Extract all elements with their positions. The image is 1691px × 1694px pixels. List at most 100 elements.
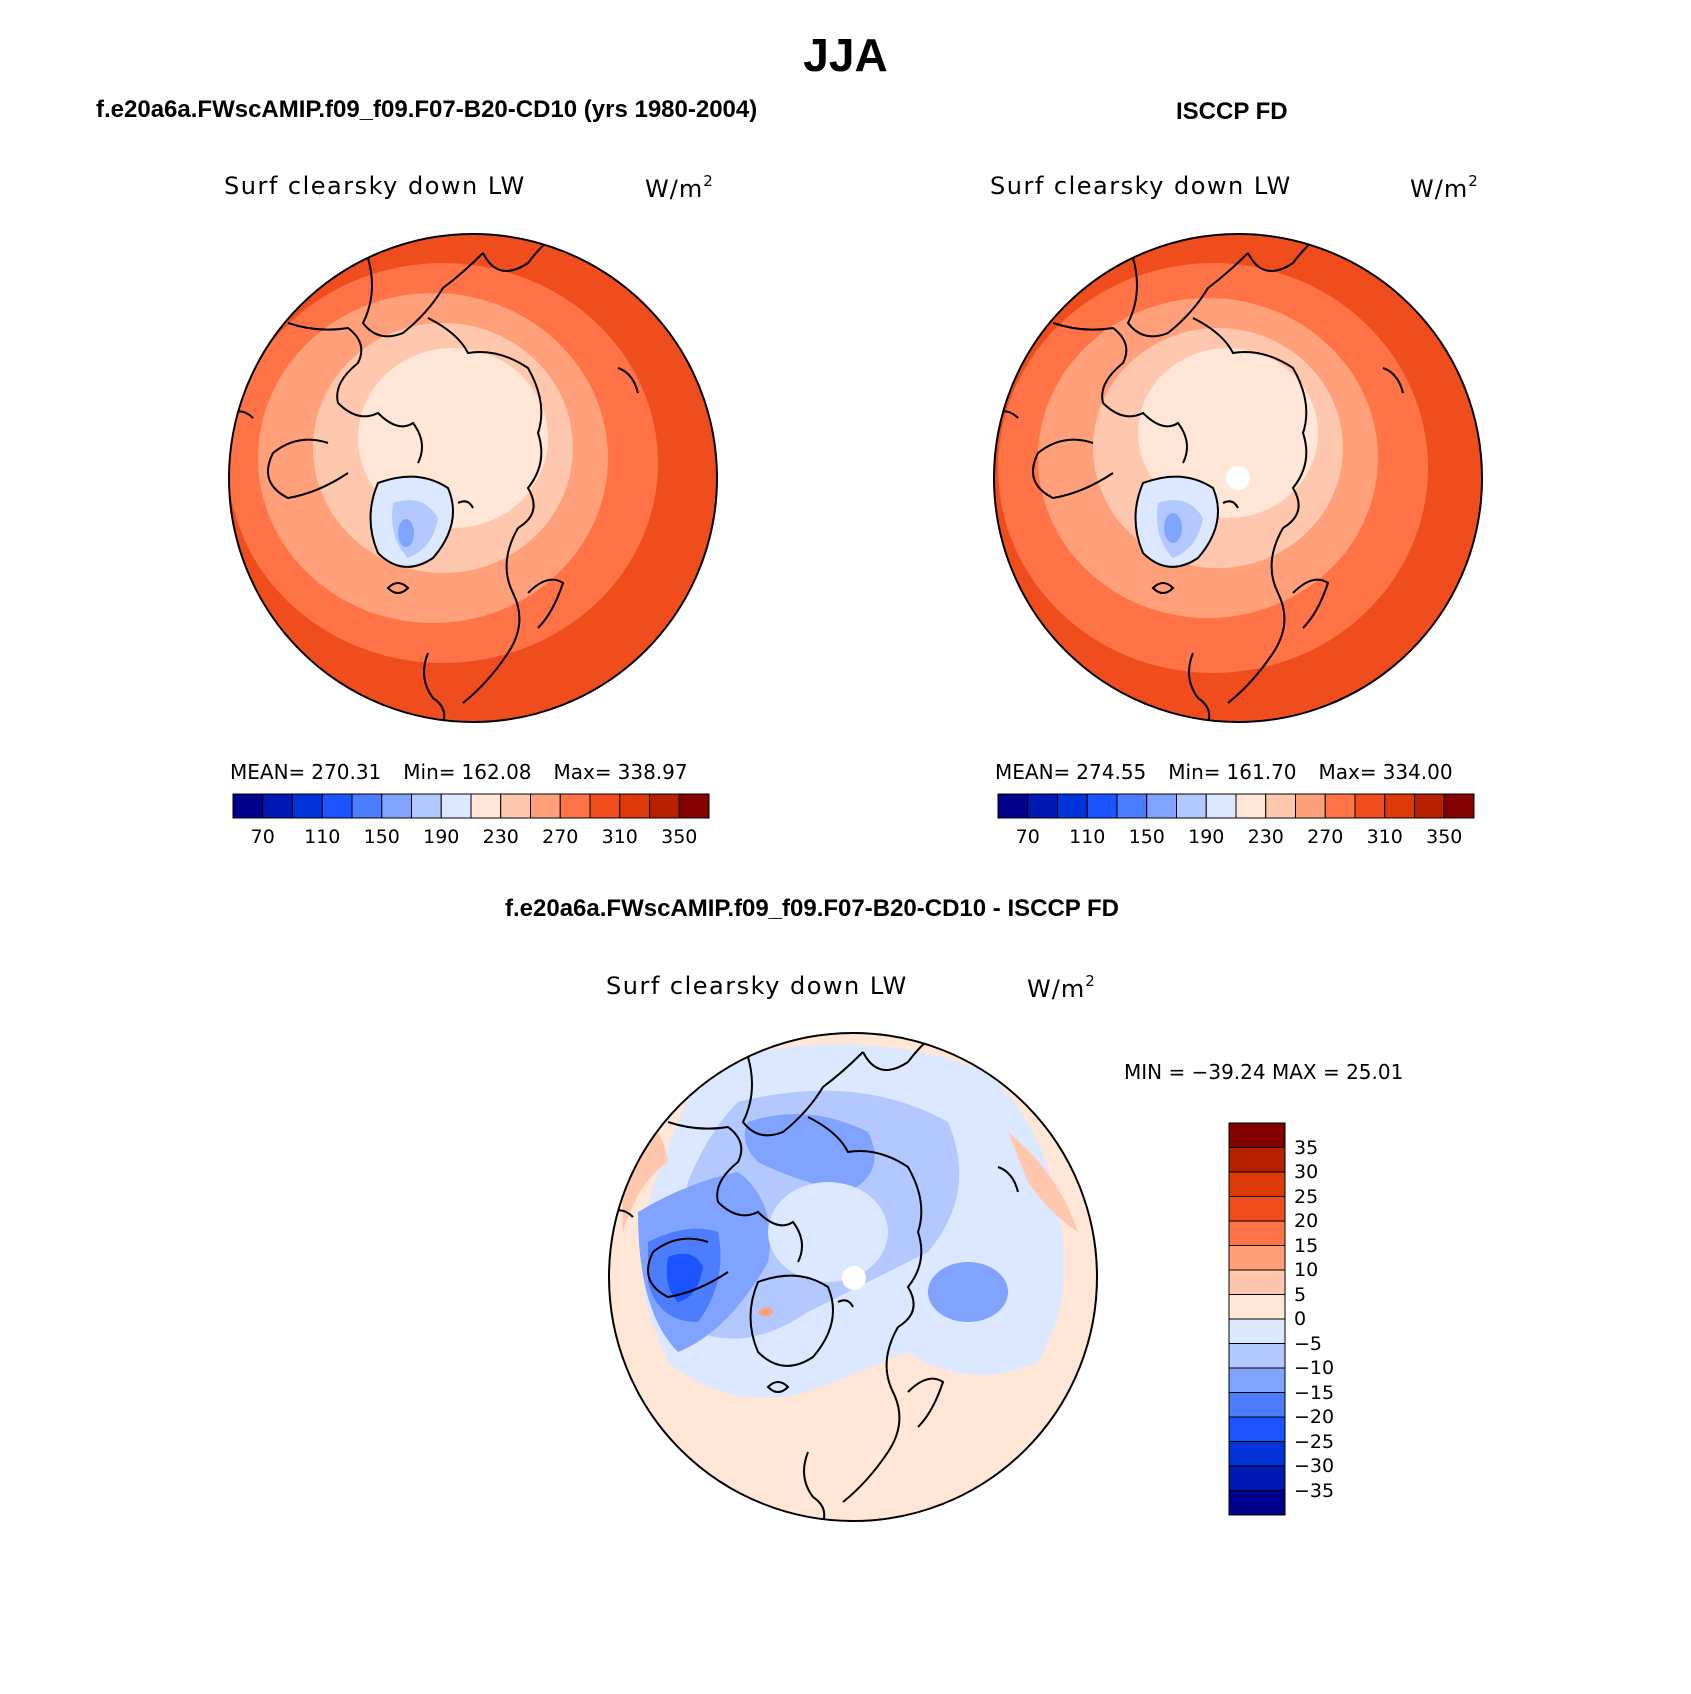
colorbar-swatch xyxy=(1176,793,1207,819)
colorbar-tick-label: 150 xyxy=(363,826,400,848)
colorbar-tick-label: −20 xyxy=(1294,1406,1335,1428)
colorbar-tick-label: 35 xyxy=(1294,1136,1319,1159)
colorbar-tick-label: 150 xyxy=(1128,826,1165,848)
colorbar-swatch xyxy=(1228,1392,1286,1418)
colorbar-swatch xyxy=(381,793,412,819)
colorbar-swatch xyxy=(1384,793,1415,819)
colorbar-tick-label: −10 xyxy=(1294,1357,1335,1379)
model-polar-map xyxy=(228,233,718,723)
colorbar-swatch xyxy=(262,793,293,819)
colorbar-swatch xyxy=(1228,1367,1286,1393)
figure-title: JJA xyxy=(803,29,888,81)
colorbar-tick-label: 230 xyxy=(482,826,519,848)
colorbar-swatch xyxy=(500,793,531,819)
colorbar-tick-label: −5 xyxy=(1294,1332,1323,1355)
colorbar-tick-label: 10 xyxy=(1294,1259,1319,1281)
colorbar-tick-label: 110 xyxy=(1069,826,1106,848)
diff-units-label: W/m2 xyxy=(1027,972,1096,1003)
diff-colorbar-ticks: 35 30 25 20 15 10 5 0 −5 −10 −15 −20 −25 −30 −35 xyxy=(1294,1123,1374,1515)
obs-units-label: W/m2 xyxy=(1410,172,1479,203)
model-units-label: W/m2 xyxy=(645,172,714,203)
colorbar-swatch xyxy=(1228,1147,1286,1173)
colorbar-swatch xyxy=(559,793,591,819)
colorbar-swatch xyxy=(1228,1245,1286,1271)
colorbar-swatch xyxy=(321,793,353,819)
colorbar-tick-label: 15 xyxy=(1294,1234,1319,1257)
obs-panel-header: ISCCP FD xyxy=(1176,98,1288,125)
colorbar-swatch xyxy=(1228,1196,1286,1222)
colorbar-swatch xyxy=(1086,793,1118,819)
colorbar-tick-label: 70 xyxy=(1015,826,1040,848)
colorbar-swatch xyxy=(232,793,264,819)
diff-polar-map xyxy=(608,1032,1098,1522)
colorbar-tick-label: 310 xyxy=(1366,826,1403,848)
colorbar-tick-label: 190 xyxy=(423,826,460,848)
colorbar-tick-label: 350 xyxy=(661,826,698,848)
colorbar-tick-label: 20 xyxy=(1294,1210,1319,1232)
colorbar-swatch xyxy=(411,793,442,819)
colorbar-swatch xyxy=(649,793,680,819)
colorbar-tick-label: −35 xyxy=(1294,1479,1335,1502)
colorbar-swatch xyxy=(1414,793,1445,819)
diff-colorbar xyxy=(1228,1122,1286,1516)
colorbar-swatch xyxy=(351,793,383,819)
diff-panel-header: f.e20a6a.FWscAMIP.f09_f09.F07-B20-CD10 -… xyxy=(505,895,1120,922)
colorbar-tick-label: 270 xyxy=(1307,826,1344,848)
colorbar-swatch xyxy=(470,793,502,819)
colorbar-tick-label: 350 xyxy=(1426,826,1463,848)
colorbar-swatch xyxy=(1228,1220,1286,1246)
colorbar-swatch xyxy=(1228,1416,1286,1442)
colorbar-swatch xyxy=(1205,793,1237,819)
colorbar-swatch xyxy=(997,793,1029,819)
colorbar-swatch xyxy=(1027,793,1058,819)
model-colorbar-ticks: 70 110 150 190 230 270 310 350 xyxy=(233,826,709,852)
colorbar-swatch xyxy=(1228,1343,1286,1369)
colorbar-swatch xyxy=(1228,1465,1286,1491)
colorbar-swatch xyxy=(619,793,650,819)
colorbar-tick-label: −25 xyxy=(1294,1430,1335,1453)
colorbar-tick-label: 110 xyxy=(304,826,341,848)
obs-stats: MEAN= 274.55 Min= 161.70 Max= 334.00 xyxy=(995,760,1453,784)
colorbar-swatch xyxy=(1228,1294,1286,1320)
colorbar-swatch xyxy=(1228,1318,1286,1344)
colorbar-swatch xyxy=(530,793,561,819)
colorbar-swatch xyxy=(1228,1269,1286,1295)
colorbar-swatch xyxy=(678,793,710,819)
colorbar-tick-label: 25 xyxy=(1294,1185,1319,1208)
colorbar-swatch xyxy=(1057,793,1088,819)
colorbar-swatch xyxy=(1235,793,1267,819)
obs-polar-map xyxy=(993,233,1483,723)
model-colorbar xyxy=(232,793,710,819)
model-panel-header: f.e20a6a.FWscAMIP.f09_f09.F07-B20-CD10 (… xyxy=(96,96,758,123)
colorbar-swatch xyxy=(1354,793,1386,819)
colorbar-tick-label: 0 xyxy=(1294,1308,1307,1330)
colorbar-swatch xyxy=(589,793,621,819)
colorbar-swatch xyxy=(440,793,472,819)
colorbar-tick-label: 5 xyxy=(1294,1283,1307,1306)
obs-colorbar-ticks: 70 110 150 190 230 270 310 350 xyxy=(998,826,1474,852)
diff-variable-label: Surf clearsky down LW xyxy=(606,972,908,1000)
model-variable-label: Surf clearsky down LW xyxy=(224,172,526,200)
colorbar-tick-label: 30 xyxy=(1294,1161,1319,1183)
colorbar-swatch xyxy=(1443,793,1475,819)
colorbar-tick-label: 270 xyxy=(542,826,579,848)
obs-variable-label: Surf clearsky down LW xyxy=(990,172,1292,200)
obs-colorbar xyxy=(997,793,1475,819)
colorbar-tick-label: −30 xyxy=(1294,1455,1335,1477)
colorbar-swatch xyxy=(1324,793,1356,819)
colorbar-swatch xyxy=(1228,1441,1286,1467)
colorbar-swatch xyxy=(1146,793,1177,819)
colorbar-swatch xyxy=(1116,793,1148,819)
colorbar-swatch xyxy=(1295,793,1326,819)
colorbar-tick-label: 190 xyxy=(1188,826,1225,848)
colorbar-tick-label: −15 xyxy=(1294,1381,1335,1404)
colorbar-swatch xyxy=(292,793,323,819)
colorbar-swatch xyxy=(1228,1171,1286,1197)
colorbar-swatch xyxy=(1265,793,1296,819)
diff-minmax: MIN = −39.24 MAX = 25.01 xyxy=(1124,1060,1404,1084)
colorbar-swatch xyxy=(1228,1490,1286,1516)
colorbar-tick-label: 230 xyxy=(1247,826,1284,848)
colorbar-tick-label: 70 xyxy=(250,826,275,848)
colorbar-tick-label: 310 xyxy=(601,826,638,848)
colorbar-swatch xyxy=(1228,1122,1286,1148)
